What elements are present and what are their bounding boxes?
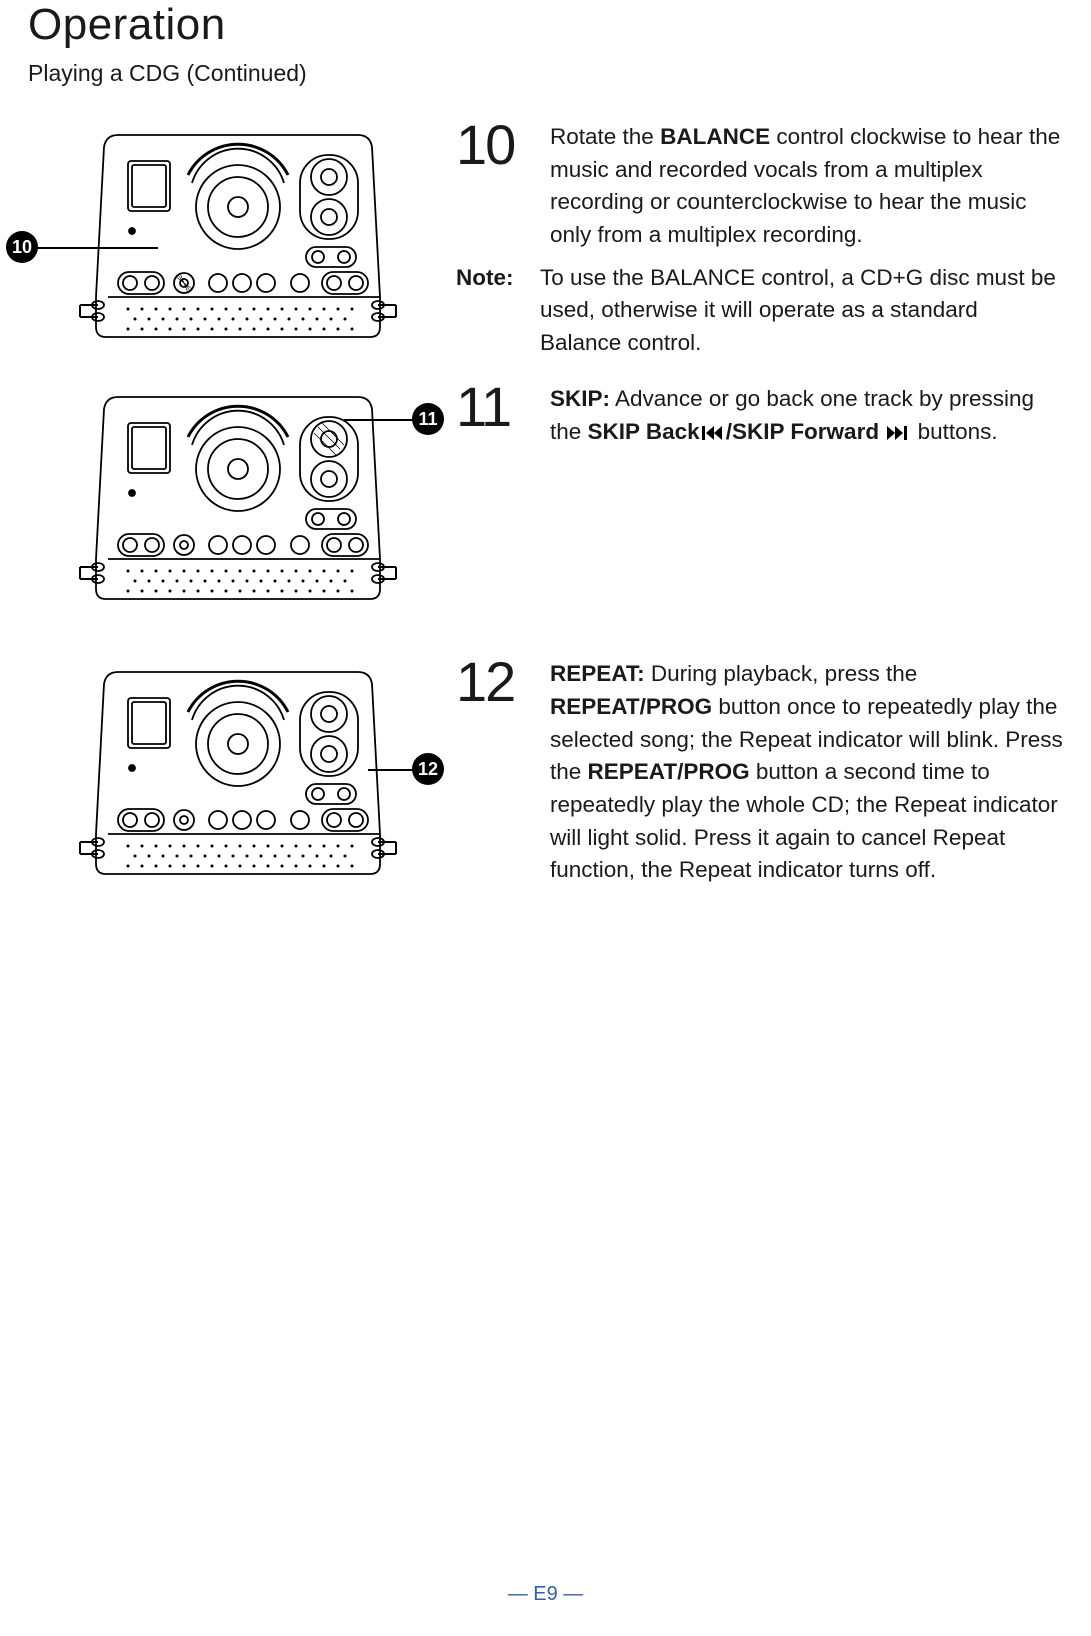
page-number: — E9 — [0,1583,1091,1606]
step-number: 10 [456,117,540,173]
step-12-row: 12 12 REPEAT: During playback, press the… [28,654,1063,889]
step-11: 11 SKIP: Advance or go back one track by… [456,379,1063,449]
page-subtitle: Playing a CDG (Continued) [28,60,1063,87]
text-bold: REPEAT: [550,661,645,686]
text-bold: REPEAT/PROG [588,759,750,784]
figure-11: 11 [28,379,448,614]
text-bold: BALANCE [660,124,770,149]
callout-10: 10 [6,231,38,263]
callout-12: 12 [412,753,444,785]
step-number: 11 [456,379,540,435]
step-10: 10 Rotate the BALANCE control clockwise … [456,117,1063,252]
skip-back-icon [702,417,724,450]
step-11-row: 11 11 SKIP: Advance or go back one track… [28,379,1063,614]
page-title: Operation [28,0,1063,50]
text: During playback, press the [645,661,918,686]
step-body: REPEAT: During playback, press the REPEA… [550,654,1063,886]
callout-11: 11 [412,403,444,435]
step-10-row: 10 10 Rotate the BALANCE control clockwi… [28,117,1063,359]
text [879,419,885,444]
step-12: 12 REPEAT: During playback, press the RE… [456,654,1063,886]
text-bold: SKIP: [550,386,610,411]
step-body: SKIP: Advance or go back one track by pr… [550,379,1063,449]
text-bold: SKIP Back [588,419,700,444]
figure-12: 12 [28,654,448,889]
step-10-note: Note: To use the BALANCE control, a CD+G… [456,262,1063,360]
step-body: Rotate the BALANCE control clockwise to … [550,117,1063,252]
note-label: Note: [456,262,540,360]
figure-10: 10 [28,117,448,352]
text: Rotate the [550,124,660,149]
skip-forward-icon [887,417,909,450]
text-bold: SKIP Forward [732,419,879,444]
manual-page: Operation Playing a CDG (Continued) 10 1… [0,0,1091,1636]
text: buttons. [911,419,997,444]
text-bold: REPEAT/PROG [550,694,712,719]
note-body: To use the BALANCE control, a CD+G disc … [540,262,1063,360]
step-number: 12 [456,654,540,710]
